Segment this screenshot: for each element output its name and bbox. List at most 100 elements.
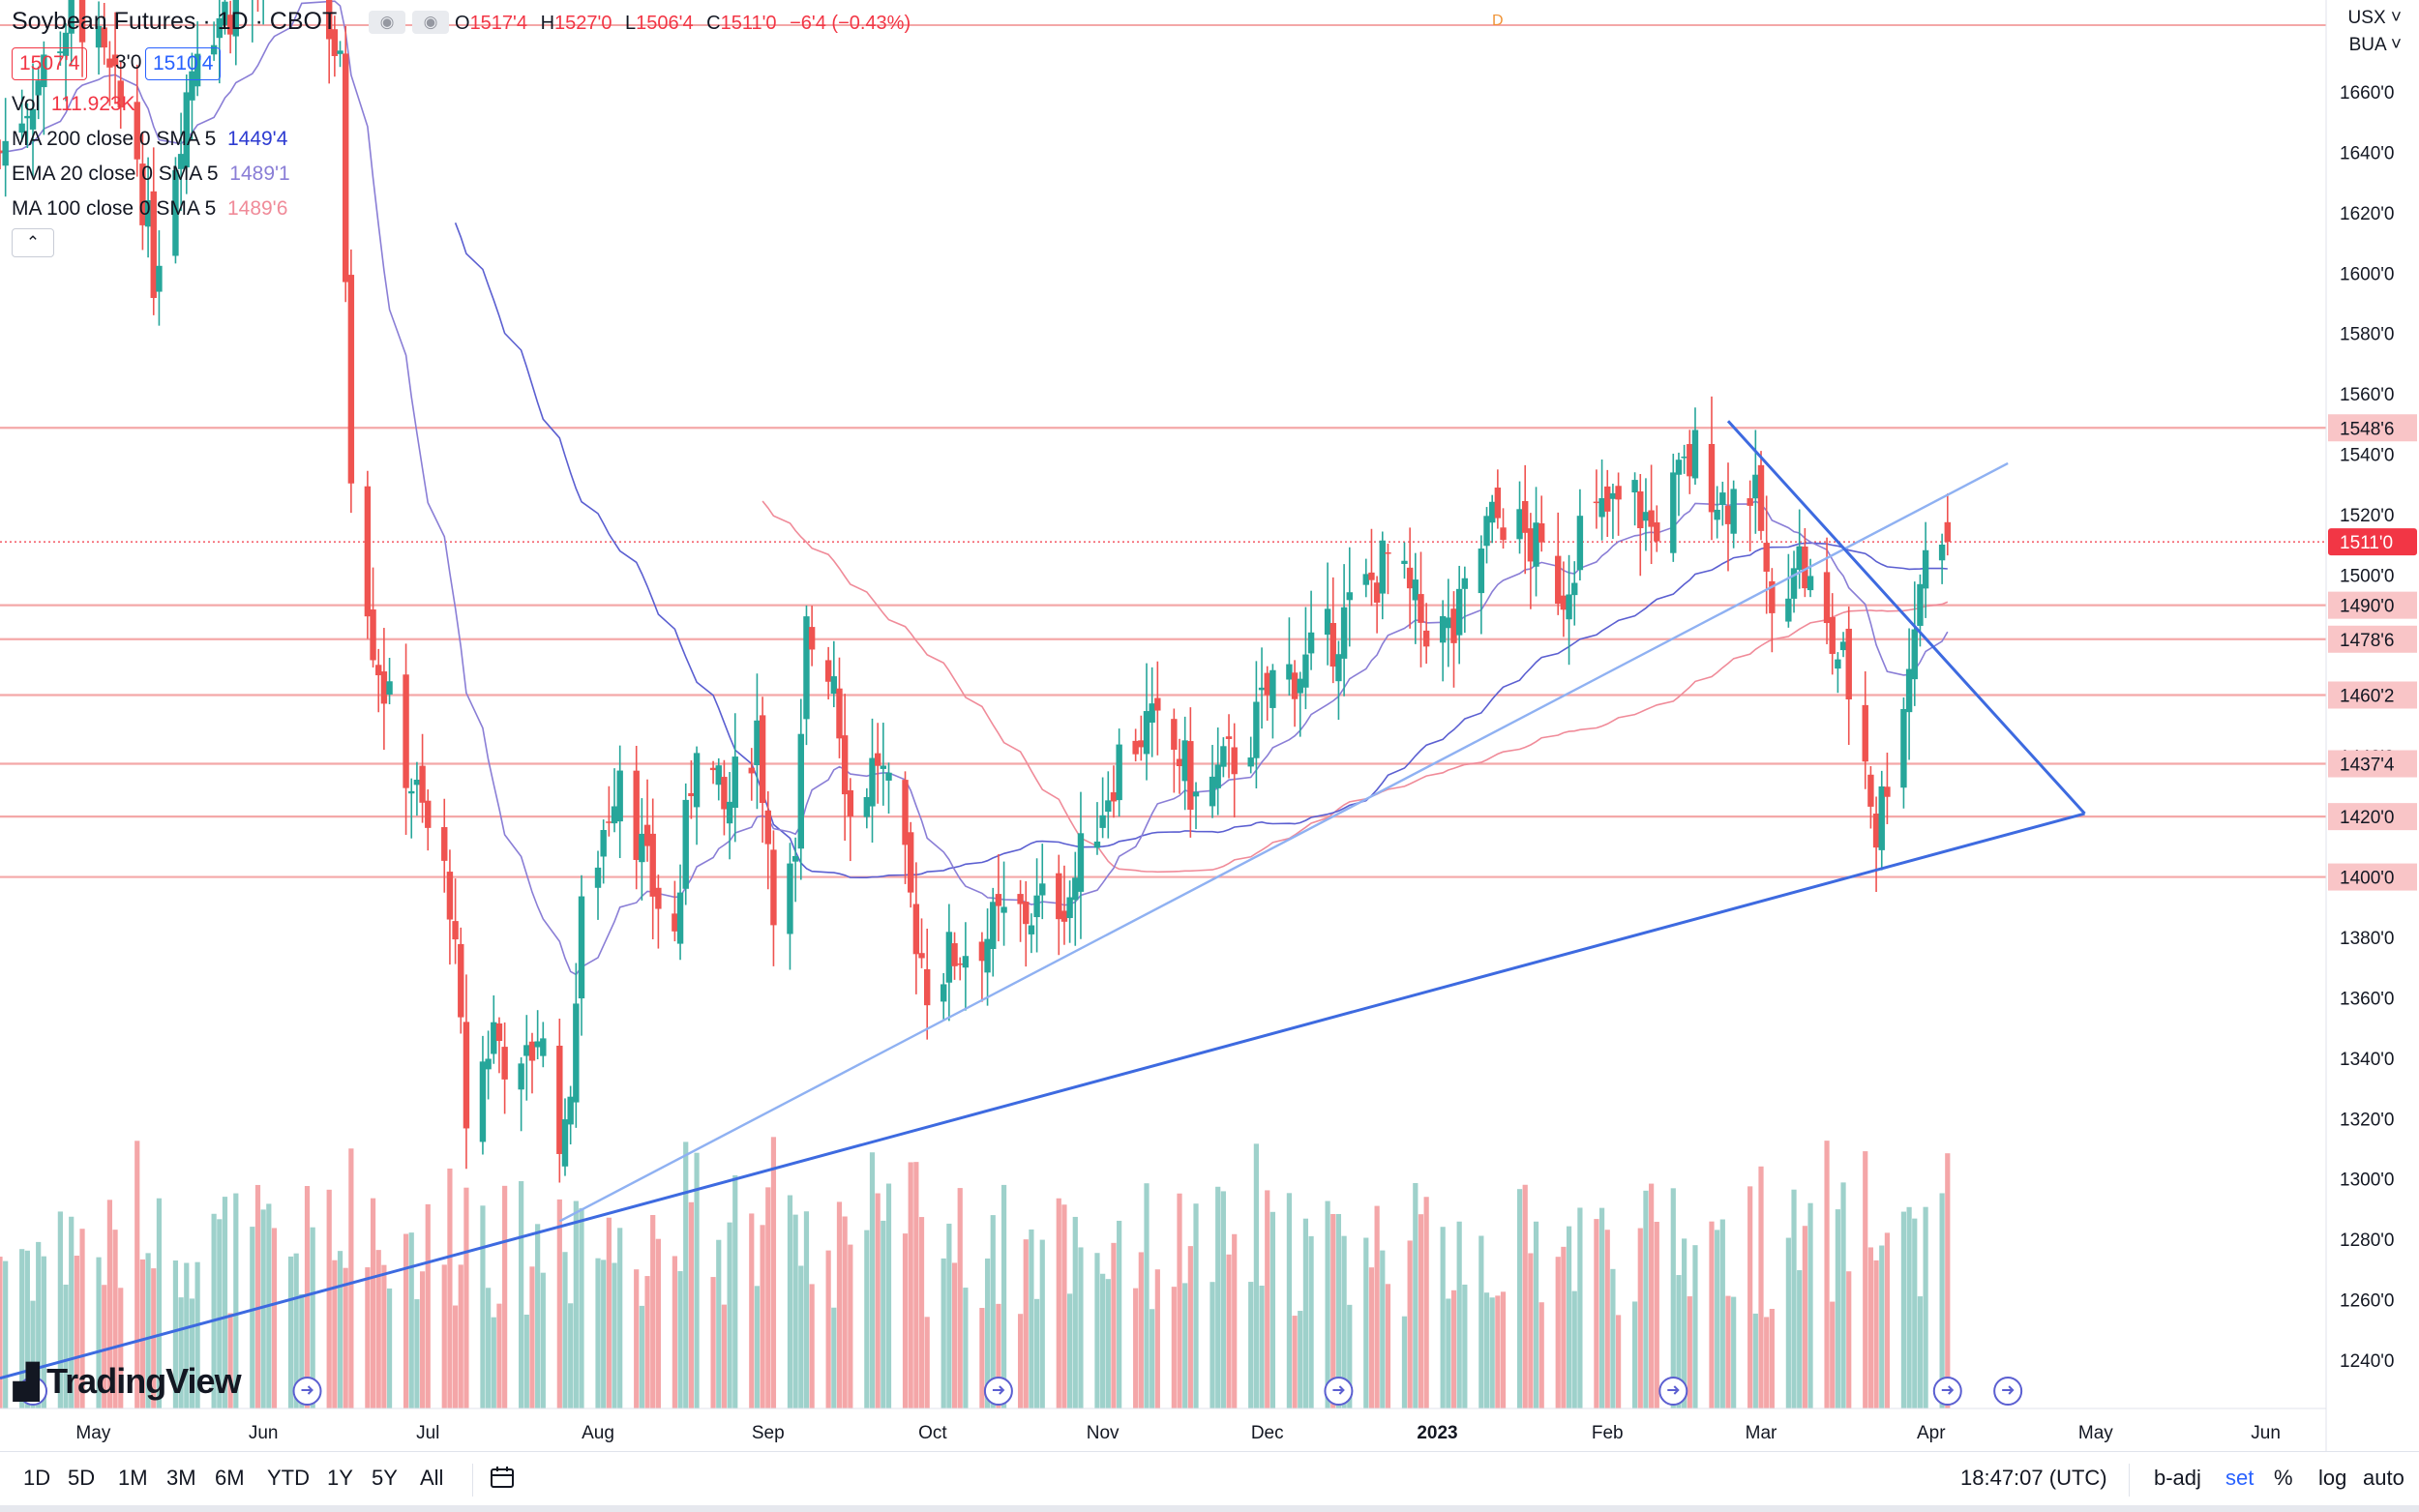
- candle-body: [1269, 669, 1276, 708]
- volume-legend[interactable]: Vol 111.923K: [12, 93, 135, 115]
- event-marker-icon: [1932, 1377, 1962, 1406]
- low-value: 1506'4: [636, 13, 694, 34]
- candle-body: [194, 53, 201, 87]
- close-value: 1511'0: [720, 13, 777, 34]
- volume-bar: [1945, 1153, 1951, 1408]
- ma200-line: [454, 222, 1948, 879]
- ema20-legend[interactable]: EMA 20 close 0 SMA 5 1489'1: [12, 163, 290, 185]
- ma200-legend[interactable]: MA 200 close 0 SMA 5 1449'4: [12, 128, 288, 150]
- timeframe-button-ytd[interactable]: YTD: [267, 1466, 310, 1490]
- candle-body: [1516, 509, 1523, 540]
- timeframe-button-all[interactable]: All: [420, 1466, 444, 1490]
- volume-bar: [1791, 1189, 1797, 1408]
- candle-body: [841, 735, 849, 795]
- badj-toggle[interactable]: b-adj: [2154, 1466, 2201, 1490]
- volume-bar: [486, 1288, 492, 1408]
- price-tick-label: 1660'0: [2340, 83, 2394, 104]
- timeframe-button-6m[interactable]: 6M: [215, 1466, 245, 1490]
- volume-bar: [672, 1256, 677, 1408]
- volume-bar: [1269, 1211, 1275, 1408]
- ask-box[interactable]: 1510'4: [145, 47, 222, 80]
- volume-bar: [1171, 1287, 1177, 1408]
- candle-body: [1763, 543, 1770, 572]
- candle-body: [1878, 786, 1885, 850]
- volume-bar: [864, 1230, 870, 1408]
- chevron-up-icon[interactable]: ⌃: [12, 228, 54, 257]
- candle-body: [134, 102, 140, 160]
- candle-body: [1796, 546, 1803, 571]
- candle-body: [1214, 764, 1221, 788]
- unit-selector[interactable]: BUA ˅: [2348, 35, 2402, 55]
- volume-bar: [902, 1233, 909, 1408]
- ma100-legend[interactable]: MA 100 close 0 SMA 5 1489'6: [12, 197, 288, 220]
- candle-body: [1494, 488, 1502, 519]
- candle-body: [1714, 509, 1720, 520]
- timeframe-button-1y[interactable]: 1Y: [327, 1466, 353, 1490]
- candle-body: [1757, 464, 1765, 531]
- level-tag-bg: [2328, 414, 2417, 442]
- delayed-badge[interactable]: D: [1492, 13, 1504, 29]
- volume-bar: [688, 1201, 694, 1408]
- timeframe-button-3m[interactable]: 3M: [166, 1466, 196, 1490]
- volume-bar: [1555, 1257, 1561, 1408]
- volume-bar: [326, 1189, 332, 1408]
- volume-bar: [1407, 1240, 1413, 1408]
- volume-bar: [178, 1297, 184, 1408]
- percent-toggle[interactable]: %: [2274, 1466, 2293, 1490]
- candle-body: [150, 191, 157, 299]
- volume-bar: [447, 1168, 453, 1408]
- timeframe-button-1m[interactable]: 1M: [118, 1466, 148, 1490]
- candle-body: [1225, 736, 1233, 739]
- volume-bar: [836, 1201, 843, 1408]
- candle-body: [57, 51, 64, 53]
- eye-icon[interactable]: ◉: [369, 11, 405, 34]
- price-chart[interactable]: May Jun Jul Aug Sep Oct Nov Dec 2023 Feb Mar Apr May…: [0, 0, 2419, 1451]
- volume-bar: [254, 1184, 261, 1408]
- volume-bar: [250, 1227, 255, 1408]
- candle-body: [1905, 668, 1913, 713]
- volume-bar: [792, 1214, 798, 1408]
- volume-bar: [875, 1193, 881, 1408]
- volume-bar: [798, 1265, 804, 1408]
- volume-bar: [480, 1205, 486, 1408]
- volume-bar: [1056, 1198, 1061, 1408]
- volume-bar: [908, 1162, 913, 1408]
- candle-body: [688, 792, 695, 796]
- timeframe-button-5d[interactable]: 5D: [68, 1466, 96, 1490]
- volume-bar: [529, 1266, 535, 1408]
- timeframe-button-5y[interactable]: 5Y: [372, 1466, 398, 1490]
- set-toggle[interactable]: set: [2225, 1466, 2255, 1490]
- timeframe-button-1d[interactable]: 1D: [23, 1466, 51, 1490]
- volume-bar: [69, 1216, 75, 1408]
- candle-body: [1675, 460, 1683, 475]
- level-tag-label: 1437'4: [2340, 756, 2395, 776]
- auto-toggle[interactable]: auto: [2363, 1466, 2404, 1490]
- volume-bar: [1598, 1207, 1605, 1408]
- candle-body: [1302, 654, 1309, 688]
- volume-bar: [1078, 1247, 1084, 1408]
- candle-body: [35, 80, 42, 96]
- candle-body: [1340, 607, 1348, 659]
- currency-selector[interactable]: USX ˅: [2347, 8, 2402, 28]
- eye-icon[interactable]: ◉: [412, 11, 449, 34]
- candle-body: [1017, 894, 1024, 904]
- high-value: 1527'0: [554, 13, 612, 34]
- calendar-icon[interactable]: [490, 1466, 515, 1495]
- candle-body: [1171, 719, 1178, 751]
- volume-bar: [1604, 1230, 1610, 1408]
- candle-body: [606, 821, 612, 823]
- candle-body: [1719, 492, 1726, 505]
- time-tick-label: Nov: [1087, 1423, 1120, 1443]
- symbol-title[interactable]: Soybean Futures · 1D · CBOT: [12, 8, 338, 35]
- candle-body: [1060, 910, 1068, 922]
- candle-body: [770, 849, 777, 926]
- open-label: O: [455, 13, 470, 34]
- clock-readout[interactable]: 18:47:07 (UTC): [1960, 1466, 2107, 1490]
- log-toggle[interactable]: log: [2318, 1466, 2347, 1490]
- volume-bar: [1187, 1246, 1193, 1408]
- bid-box[interactable]: 1507'4: [12, 47, 88, 80]
- candle-body: [172, 169, 179, 256]
- volume-bar: [408, 1232, 414, 1408]
- candle-body: [803, 616, 810, 720]
- candle-body: [1478, 548, 1485, 594]
